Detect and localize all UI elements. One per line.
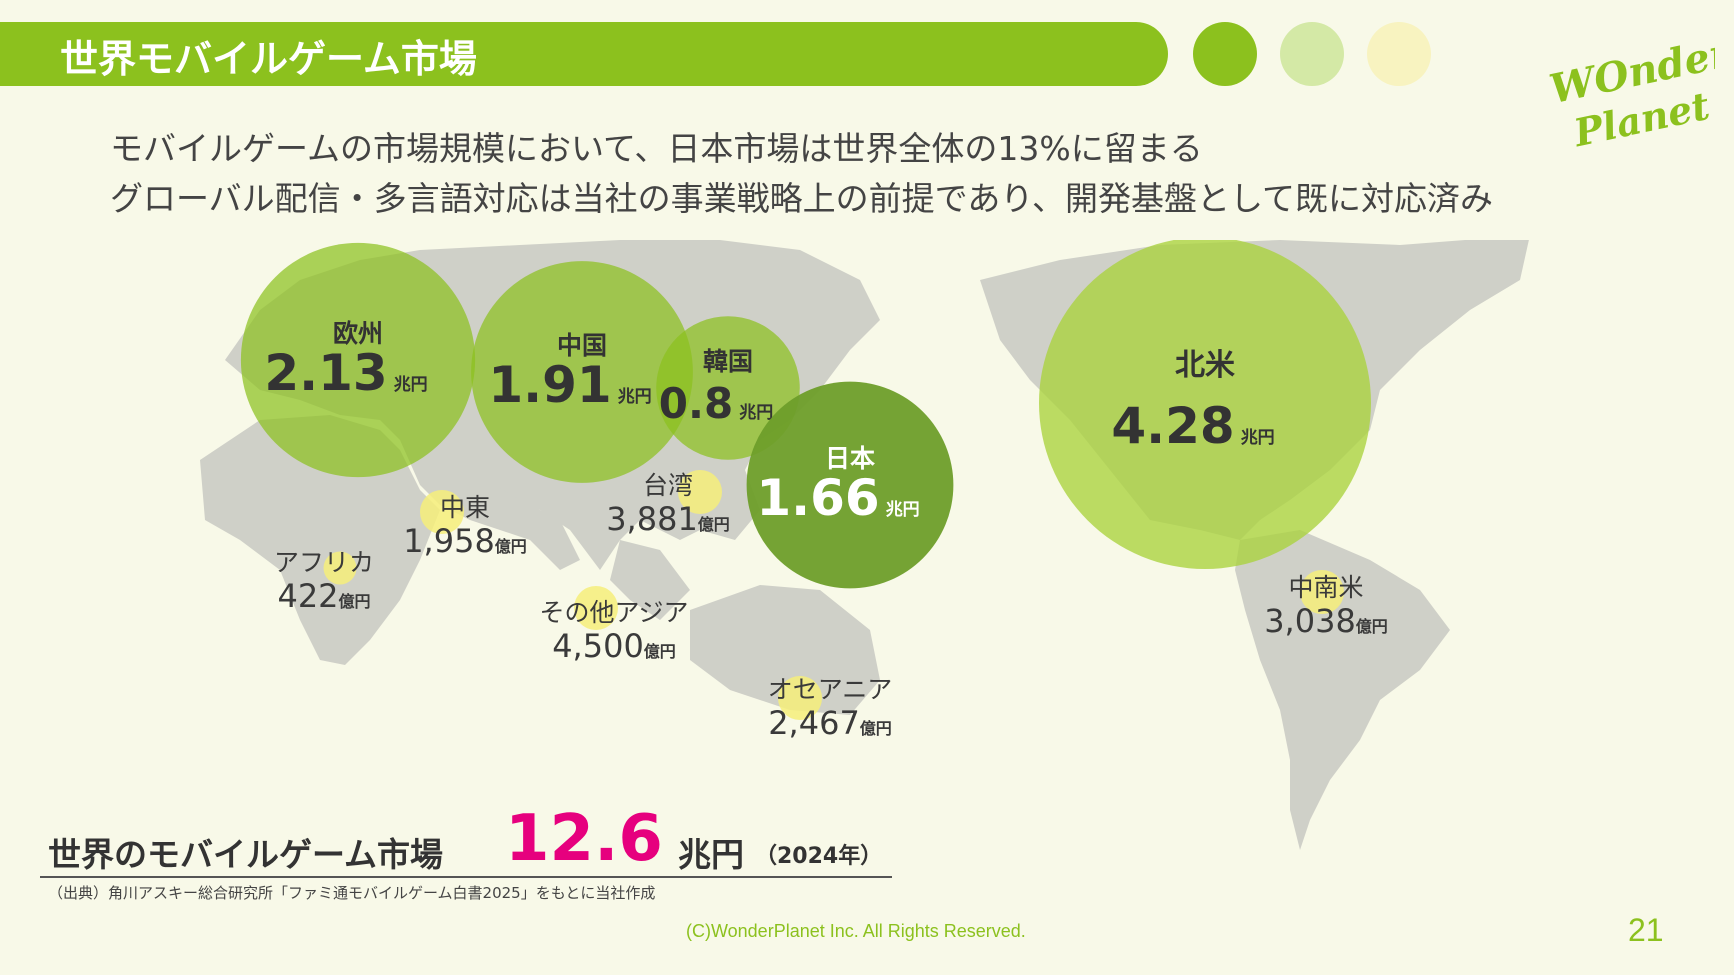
subtitle-line-2: グローバル配信・多言語対応は当社の事業戦略上の前提であり、開発基盤として既に対応… bbox=[110, 179, 1494, 218]
title-bar bbox=[0, 22, 1168, 86]
bubble-label-4: 北米 bbox=[1175, 348, 1235, 383]
bubble-unit-2: 兆円 bbox=[739, 403, 773, 423]
bubble-6 bbox=[420, 490, 464, 534]
source-note: （出典）角川アスキー総合研究所「ファミ通モバイルゲーム白書2025」をもとに当社… bbox=[48, 884, 656, 902]
bubble-8 bbox=[574, 586, 618, 630]
region-label-7: アフリカ bbox=[274, 548, 374, 577]
region-value-8: 4,500億円 bbox=[552, 627, 676, 665]
landmass-middle-east-india bbox=[400, 440, 580, 570]
decor-dot-3 bbox=[1367, 22, 1431, 86]
wonderplanet-logo: WOnder Planet bbox=[1546, 40, 1715, 150]
bubble-label-1: 中国 bbox=[557, 331, 607, 360]
total-value: 12.6 bbox=[505, 802, 663, 876]
bubble-label-2: 韓国 bbox=[703, 347, 753, 376]
bubble-0 bbox=[240, 242, 476, 478]
page-number: 21 bbox=[1628, 912, 1664, 948]
bubble-value-4: 4.28 兆円 bbox=[1111, 397, 1274, 455]
landmass-australia bbox=[690, 585, 880, 715]
bubble-label-0: 欧州 bbox=[333, 319, 383, 348]
total-year: （2024年） bbox=[755, 844, 883, 869]
region-value-5: 3,881億円 bbox=[606, 500, 730, 538]
bubble-value-0: 2.13 兆円 bbox=[264, 344, 427, 402]
bubble-5 bbox=[678, 470, 722, 514]
bubble-value-2: 0.8 兆円 bbox=[659, 379, 773, 428]
region-unit-7: 億円 bbox=[339, 592, 371, 611]
region-unit-10: 億円 bbox=[1356, 617, 1388, 636]
landmass-southeast-asia bbox=[610, 540, 690, 620]
bubble-unit-4: 兆円 bbox=[1241, 428, 1275, 448]
region-label-9: オセアニア bbox=[768, 675, 893, 704]
region-unit-5: 億円 bbox=[698, 515, 730, 534]
bubble-value-1: 1.91 兆円 bbox=[488, 356, 651, 414]
landmass-africa bbox=[200, 415, 440, 665]
region-value-7: 422億円 bbox=[277, 577, 370, 615]
bubble-unit-0: 兆円 bbox=[394, 375, 428, 395]
bubble-1 bbox=[471, 261, 693, 483]
bubble-value-3: 1.66 兆円 bbox=[756, 469, 919, 527]
total-underline bbox=[40, 876, 892, 878]
region-label-8: その他アジア bbox=[539, 598, 688, 627]
bubble-unit-3: 兆円 bbox=[886, 500, 920, 520]
total-label: 世界のモバイルゲーム市場 bbox=[48, 835, 444, 874]
page-title: 世界モバイルゲーム市場 bbox=[60, 37, 477, 81]
subtitle-line-1: モバイルゲームの市場規模において、日本市場は世界全体の13%に留まる bbox=[110, 129, 1203, 168]
bubble-10 bbox=[1300, 570, 1344, 614]
bubble-label-3: 日本 bbox=[825, 444, 875, 473]
bubble-7 bbox=[323, 551, 357, 585]
bubble-2 bbox=[656, 316, 800, 460]
bubble-unit-1: 兆円 bbox=[618, 387, 652, 407]
decor-dot-2 bbox=[1280, 22, 1344, 86]
region-label-6: 中東 bbox=[440, 493, 490, 522]
decor-dot-1 bbox=[1193, 22, 1257, 86]
landmass-south-america bbox=[1235, 530, 1450, 850]
bubble-3 bbox=[746, 381, 954, 589]
region-value-6: 1,958億円 bbox=[403, 522, 527, 560]
region-unit-6: 億円 bbox=[495, 537, 527, 556]
copyright: (C)WonderPlanet Inc. All Rights Reserved… bbox=[686, 921, 1026, 941]
region-unit-9: 億円 bbox=[860, 719, 892, 738]
bubble-9 bbox=[778, 676, 822, 720]
region-label-5: 台湾 bbox=[643, 471, 693, 500]
region-label-10: 中南米 bbox=[1288, 573, 1363, 602]
bubble-4 bbox=[1039, 240, 1371, 569]
total-unit: 兆円 bbox=[678, 835, 744, 874]
region-value-10: 3,038億円 bbox=[1264, 602, 1388, 640]
region-unit-8: 億円 bbox=[644, 642, 676, 661]
region-value-9: 2,467億円 bbox=[768, 704, 892, 742]
